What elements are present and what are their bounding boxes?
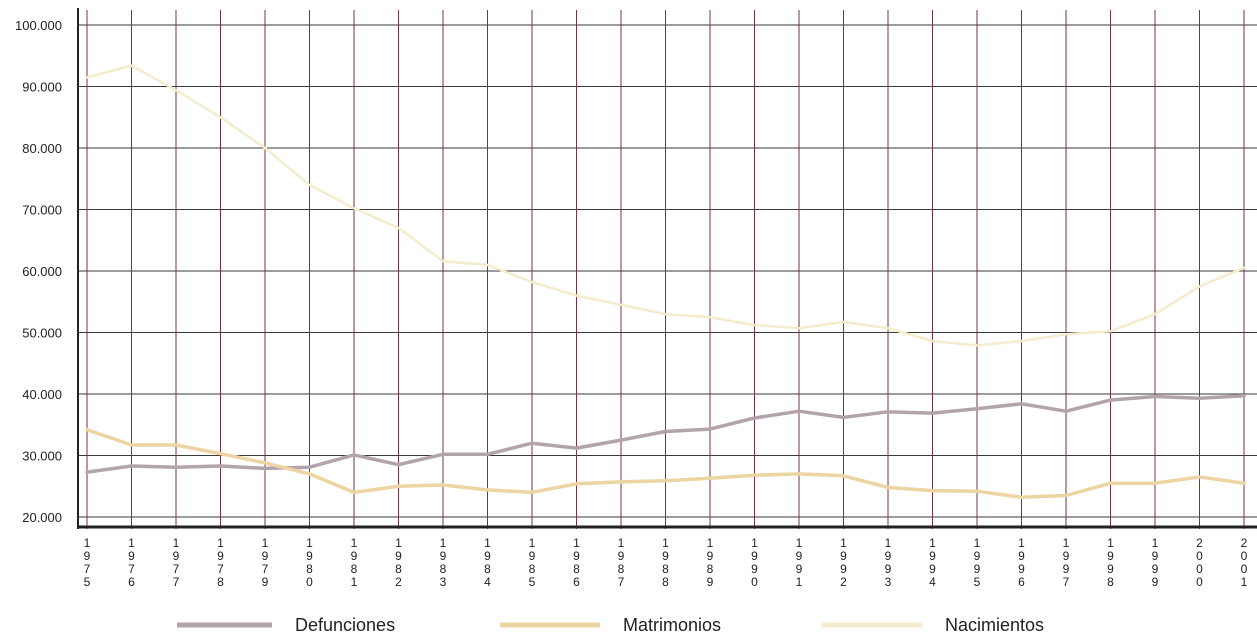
series-lines [85,64,1246,500]
y-tick-labels: 100.000 90.000 80.000 70.000 60.000 50.000 40.… [15,18,62,525]
x-tick-labels: 1 9 7 5 1 9 7 6 1 9 7 7 1 9 7 8 1 9 7 9 1 9 8 0 1 9 8 1 1 9 8 2 1 9 8 3 1 9 8 4… [84,536,1248,589]
y-tick-label: 70.000 [22,203,62,218]
legend: Defunciones Matrimonios Nacimientos [177,615,1044,635]
axes [77,8,1257,529]
y-tick-label: 60.000 [22,264,62,279]
y-tick-label: 20.000 [22,510,62,525]
legend-label-defunciones: Defunciones [295,615,395,635]
legend-label-nacimientos: Nacimientos [945,615,1044,635]
y-tick-label: 100.000 [15,18,62,33]
legend-label-matrimonios: Matrimonios [623,615,721,635]
y-tick-label: 30.000 [22,449,62,464]
series-line-matrimonios [85,427,1246,500]
y-tick-label: 40.000 [22,387,62,402]
y-tick-label: 90.000 [22,80,62,95]
y-tick-label: 50.000 [22,326,62,341]
series-line-nacimientos [85,64,1246,347]
y-tick-label: 80.000 [22,141,62,156]
